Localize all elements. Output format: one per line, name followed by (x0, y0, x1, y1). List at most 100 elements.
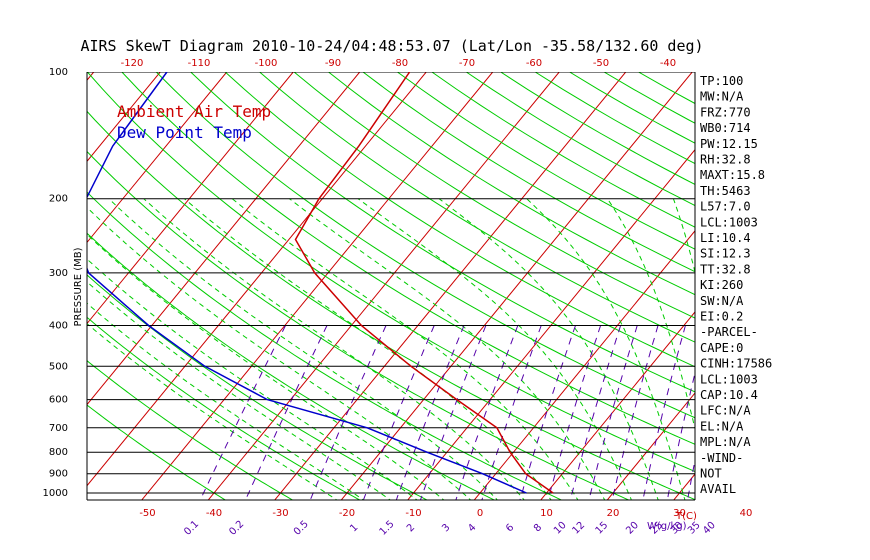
pressure-tick-label: 900 (49, 469, 68, 480)
moist-adiabat-line (108, 198, 499, 500)
temp-tick-label: -10 (405, 508, 421, 519)
temp-tick-label: -30 (272, 508, 288, 519)
stability-index-24: -WIND- (700, 451, 743, 465)
stability-index-17: CAPE:0 (700, 341, 743, 355)
mixing-ratio-line (199, 325, 286, 500)
mixing-ratio-line (611, 325, 659, 500)
mixing-ratio-tick-label: 8 (532, 522, 544, 534)
top-temp-tick-label: -70 (459, 58, 475, 69)
moist-adiabat-line (87, 302, 365, 500)
mixing-ratio-tick-label: 20 (624, 520, 641, 537)
isotherm-line (87, 72, 161, 163)
top-temp-tick-label: -120 (121, 58, 144, 69)
chart-title: AIRS SkewT Diagram 2010-10-24/04:48:53.0… (80, 37, 703, 55)
stability-index-7: TH:5463 (700, 184, 751, 198)
stability-index-6: MAXT:15.8 (700, 168, 765, 182)
mixing-ratio-tick-label: 10 (552, 520, 569, 537)
mixing-ratio-tick-label: 0.1 (182, 519, 201, 538)
moist-adiabat-line (87, 281, 392, 500)
dry-adiabat-line (87, 110, 695, 500)
isotherm-line (0, 72, 27, 502)
y-axis-label: PRESSURE (MB) (73, 247, 84, 326)
mixing-ratio-tick-label: 6 (504, 522, 516, 534)
top-temp-tick-label: -100 (255, 58, 278, 69)
stability-index-0: TP:100 (700, 74, 743, 88)
stability-index-20: CAP:10.4 (700, 388, 758, 402)
top-temp-tick-label: -90 (325, 58, 341, 69)
stability-index-8: L57:7.0 (700, 200, 751, 214)
isotherm-line (473, 230, 695, 500)
stability-index-9: LCL:1003 (700, 215, 758, 229)
mixing-ratio-line (362, 325, 435, 500)
stability-index-1: MW:N/A (700, 90, 744, 104)
sounding-lines (87, 72, 554, 494)
temp-tick-label: -50 (139, 508, 155, 519)
legend-dew-point: Dew Point Temp (117, 123, 252, 142)
air-temp-line (294, 72, 554, 494)
isotherm-line (87, 72, 294, 325)
stability-index-25: NOT (700, 467, 722, 481)
isotherm-line (805, 72, 870, 502)
pressure-tick-label: 700 (49, 423, 68, 434)
isotherm-line (207, 72, 560, 500)
moist-adiabat-line (438, 198, 659, 500)
dry-adiabat-line (87, 360, 294, 500)
temp-tick-label: 20 (607, 508, 620, 519)
mixing-ratio-line (687, 457, 695, 500)
dry-adiabat-line (224, 72, 695, 368)
stability-index-18: CINH:17586 (700, 357, 772, 371)
isotherm-line (739, 72, 870, 502)
mixing-ratio-line (642, 325, 686, 500)
stability-index-21: LFC:N/A (700, 404, 751, 418)
pressure-tick-label: 100 (49, 67, 68, 78)
dry-adiabat-line (500, 72, 695, 185)
dry-adiabat-line (87, 72, 695, 473)
top-temp-tick-label: -60 (526, 58, 542, 69)
isotherm-line (540, 311, 695, 500)
dry-adiabat-line (87, 150, 630, 500)
stability-index-12: TT:32.8 (700, 262, 751, 276)
stability-index-5: RH:32.8 (700, 153, 751, 167)
pressure-tick-label: 300 (49, 268, 68, 279)
top-temp-tick-label: -50 (593, 58, 609, 69)
temp-tick-label: -20 (339, 508, 355, 519)
isotherm-line (87, 72, 361, 406)
moist-adiabat-line (87, 206, 472, 500)
temp-axis-unit: T(C) (675, 511, 697, 522)
stability-index-2: FRZ:770 (700, 105, 751, 119)
mixing-ratio-tick-label: 12 (571, 520, 588, 537)
temp-tick-label: 0 (477, 508, 483, 519)
isotherm-line (274, 72, 627, 500)
stability-index-4: PW:12.15 (700, 137, 758, 151)
pressure-tick-label: 600 (49, 395, 68, 406)
top-temp-tick-label: -80 (392, 58, 408, 69)
stability-index-19: LCL:1003 (700, 372, 758, 386)
mixing-ratio-line (569, 325, 622, 500)
temp-tick-label: 30 (673, 508, 686, 519)
dry-adiabat-line (397, 72, 695, 250)
moist-adiabat-line (143, 198, 525, 500)
top-temp-tick-label: -40 (660, 58, 676, 69)
moist-adiabat-line (289, 198, 606, 500)
stability-index-11: SI:12.3 (700, 247, 751, 261)
stability-index-23: MPL:N/A (700, 435, 751, 449)
dry-adiabat-line (259, 72, 695, 343)
stability-index-14: SW:N/A (700, 294, 744, 308)
pressure-tick-label: 400 (49, 320, 68, 331)
stability-index-26: AVAIL (700, 482, 736, 496)
stability-index-16: -PARCEL- (700, 325, 758, 339)
stability-index-13: KI:260 (700, 278, 743, 292)
top-temp-tick-label: -110 (188, 58, 211, 69)
isotherm-line (340, 72, 693, 500)
dry-adiabat-line (466, 72, 695, 207)
mixing-ratio-tick-label: 0.5 (292, 519, 311, 538)
legend-air-temp: Ambient Air Temp (117, 102, 271, 121)
isotherm-line (87, 72, 427, 487)
temp-tick-label: 10 (540, 508, 553, 519)
moist-adiabat-line (357, 198, 632, 500)
mixing-ratio-tick-label: 0.2 (227, 519, 246, 538)
stability-index-22: EL:N/A (700, 419, 744, 433)
